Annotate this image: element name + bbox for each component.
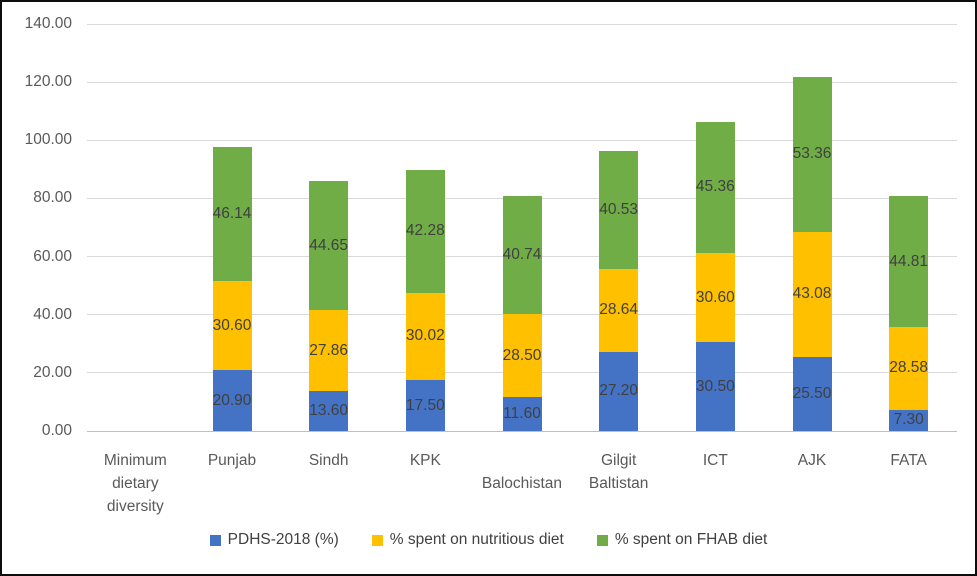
bar-value-label: 44.65 xyxy=(309,236,349,254)
y-axis-tick-label: 80.00 xyxy=(33,189,72,207)
bar-value-label: 44.81 xyxy=(889,252,929,270)
legend-swatch-blue-icon xyxy=(209,534,221,546)
gridline xyxy=(87,81,957,83)
bar-segment xyxy=(502,195,542,315)
bar-value-label: 28.58 xyxy=(889,359,929,377)
y-axis-tick-label: 60.00 xyxy=(33,247,72,265)
bar-value-label: 17.50 xyxy=(405,396,445,414)
bar-segment xyxy=(405,169,445,293)
bar-value-label: 13.60 xyxy=(309,402,349,420)
x-axis-category-label: Gilgit xyxy=(600,452,637,469)
x-axis-category-label: Minimum xyxy=(103,452,167,469)
bar-segment xyxy=(309,310,349,392)
bar-segment xyxy=(212,370,252,431)
x-axis-category-label: FATA xyxy=(890,452,927,469)
x-axis-category-label: dietary xyxy=(112,475,159,492)
legend-item-nutritious: % spent on nutritious diet xyxy=(371,531,564,549)
bar-segment xyxy=(599,150,639,269)
legend-item-pdhs: PDHS-2018 (%) xyxy=(209,531,339,549)
y-axis-tick-label: 40.00 xyxy=(33,305,72,323)
bar-value-label: 40.53 xyxy=(599,200,639,218)
bar-value-label: 42.28 xyxy=(405,222,445,240)
bar-value-label: 30.02 xyxy=(405,327,445,345)
bar-segment xyxy=(405,380,445,431)
x-axis-category-label: AJK xyxy=(797,452,827,469)
bar-segment xyxy=(405,292,445,381)
gridline xyxy=(87,139,957,141)
bar-segment xyxy=(212,281,252,371)
legend-item-fhab: % spent on FHAB diet xyxy=(596,531,768,549)
legend-swatch-green-icon xyxy=(596,534,608,546)
bar-value-label: 30.60 xyxy=(212,316,252,334)
x-axis-category-label: Punjab xyxy=(207,452,257,469)
x-axis-category-label: KPK xyxy=(409,452,441,469)
bar-segment xyxy=(792,356,832,431)
chart-legend: PDHS-2018 (%) % spent on nutritious diet… xyxy=(2,531,975,549)
bar-segment xyxy=(502,397,542,431)
bar-segment xyxy=(599,351,639,431)
bar-value-label: 27.20 xyxy=(599,382,639,400)
bar-value-label: 30.60 xyxy=(695,288,735,306)
gridline xyxy=(87,23,957,25)
bar-segment xyxy=(212,147,252,282)
bar-value-label: 28.50 xyxy=(502,346,542,364)
bar-segment xyxy=(695,342,735,431)
bar-value-label: 28.64 xyxy=(599,301,639,319)
bar-value-label: 20.90 xyxy=(212,391,252,409)
bar-value-label: 25.50 xyxy=(792,384,832,402)
y-axis-tick-label: 140.00 xyxy=(24,15,72,32)
legend-label: % spent on FHAB diet xyxy=(614,531,768,548)
bar-segment xyxy=(889,409,929,431)
bar-value-label: 45.36 xyxy=(695,178,735,196)
bar-segment xyxy=(695,253,735,343)
bar-value-label: 27.86 xyxy=(309,341,349,359)
bar-segment xyxy=(309,391,349,431)
x-axis-category-label: ICT xyxy=(702,452,728,469)
bar-segment xyxy=(309,180,349,311)
x-axis-category-label: Balochistan xyxy=(481,475,563,492)
legend-label: % spent on nutritious diet xyxy=(389,531,564,548)
bar-value-label: 43.08 xyxy=(792,285,832,303)
bar-segment xyxy=(889,196,929,327)
bar-segment xyxy=(599,268,639,352)
bar-segment xyxy=(889,326,929,410)
y-axis-tick-label: 120.00 xyxy=(24,73,72,91)
bar-value-label: 11.60 xyxy=(503,405,541,423)
bar-segment xyxy=(502,314,542,398)
y-axis-tick-label: 100.00 xyxy=(24,131,72,149)
bar-segment xyxy=(792,76,832,232)
y-axis-tick-label: 20.00 xyxy=(33,363,72,381)
y-axis-tick-label: 0.00 xyxy=(41,422,72,439)
bar-value-label: 7.30 xyxy=(893,411,924,429)
gridline xyxy=(87,430,957,432)
x-axis-category-label: Sindh xyxy=(308,452,349,469)
bar-value-label: 46.14 xyxy=(212,205,252,223)
bar-segment xyxy=(695,121,735,254)
legend-label: PDHS-2018 (%) xyxy=(227,531,339,548)
bar-segment xyxy=(792,231,832,357)
legend-swatch-yellow-icon xyxy=(371,534,383,546)
bar-value-label: 40.74 xyxy=(502,246,542,264)
x-axis-category-label: Baltistan xyxy=(588,475,649,492)
bar-value-label: 30.50 xyxy=(695,377,735,395)
x-axis-category-label: diversity xyxy=(106,498,164,515)
bar-value-label: 53.36 xyxy=(792,145,832,163)
